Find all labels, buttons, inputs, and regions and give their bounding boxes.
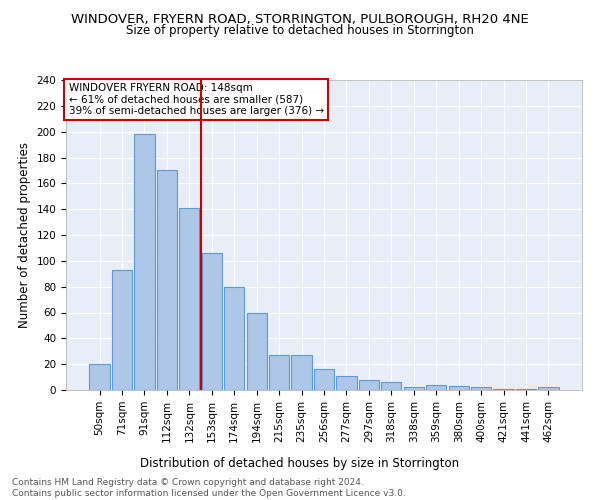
Bar: [471, 388, 491, 390]
Bar: [516, 388, 536, 390]
Bar: [292, 355, 311, 390]
Bar: [426, 385, 446, 390]
Text: Size of property relative to detached houses in Storrington: Size of property relative to detached ho…: [126, 24, 474, 37]
Text: WINDOVER FRYERN ROAD: 148sqm
← 61% of detached houses are smaller (587)
39% of s: WINDOVER FRYERN ROAD: 148sqm ← 61% of de…: [68, 83, 324, 116]
Bar: [538, 388, 559, 390]
Bar: [337, 376, 356, 390]
Bar: [112, 270, 132, 390]
Y-axis label: Number of detached properties: Number of detached properties: [18, 142, 31, 328]
Bar: [89, 364, 110, 390]
Bar: [449, 386, 469, 390]
Bar: [224, 286, 244, 390]
Bar: [314, 370, 334, 390]
Bar: [404, 388, 424, 390]
Bar: [359, 380, 379, 390]
Bar: [202, 253, 222, 390]
Bar: [247, 312, 267, 390]
Bar: [157, 170, 177, 390]
Text: Contains HM Land Registry data © Crown copyright and database right 2024.
Contai: Contains HM Land Registry data © Crown c…: [12, 478, 406, 498]
Bar: [381, 382, 401, 390]
Text: Distribution of detached houses by size in Storrington: Distribution of detached houses by size …: [140, 458, 460, 470]
Bar: [493, 388, 514, 390]
Bar: [134, 134, 155, 390]
Bar: [269, 355, 289, 390]
Bar: [179, 208, 199, 390]
Text: WINDOVER, FRYERN ROAD, STORRINGTON, PULBOROUGH, RH20 4NE: WINDOVER, FRYERN ROAD, STORRINGTON, PULB…: [71, 12, 529, 26]
